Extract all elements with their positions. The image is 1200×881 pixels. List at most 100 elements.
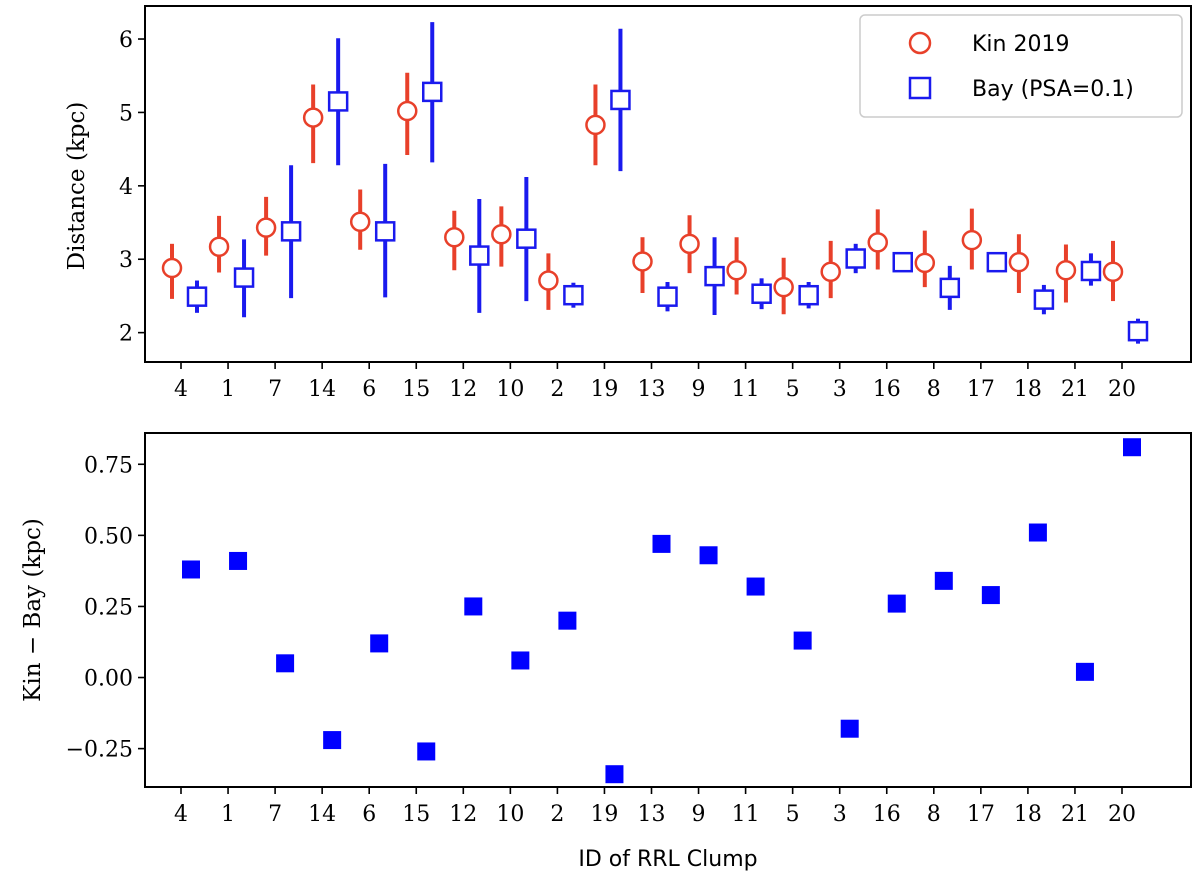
difference-point: [229, 551, 248, 570]
bay-point: [186, 286, 208, 307]
difference-x-tick-label: 16: [873, 802, 901, 827]
difference-point: [793, 631, 812, 650]
difference-x-tick-label: 19: [590, 802, 618, 827]
kin-point: [726, 259, 747, 281]
difference-point: [558, 611, 577, 630]
difference-x-tick-label: 3: [833, 802, 847, 827]
difference-point: [699, 546, 718, 565]
bay-point: [516, 228, 537, 249]
kin-point: [679, 233, 700, 255]
kin-point: [208, 236, 230, 258]
bay-point: [986, 251, 1008, 273]
difference-x-tick-label: 13: [638, 802, 666, 827]
difference-point: [840, 719, 859, 738]
difference-x-tick-label: 9: [692, 802, 706, 827]
difference-point: [464, 597, 483, 616]
kin-point: [585, 114, 606, 136]
distance-x-tick-label: 11: [732, 377, 760, 402]
kin-point: [255, 217, 277, 238]
difference-x-tick-label: 15: [402, 802, 430, 827]
bay-point: [327, 91, 349, 112]
difference-x-tick-label: 10: [496, 802, 524, 827]
difference-point: [605, 765, 624, 784]
difference-point: [746, 577, 765, 596]
distance-x-tick-label: 20: [1108, 377, 1136, 402]
difference-x-tick-label: 4: [174, 802, 188, 827]
difference-x-tick-label: 11: [732, 802, 760, 827]
difference-point: [1028, 523, 1047, 542]
kin-point: [1055, 259, 1077, 281]
distance-y-tick-label: 6: [119, 28, 133, 53]
distance-x-tick-label: 14: [308, 377, 336, 402]
bay-point: [233, 267, 255, 288]
distance-x-tick-label: 6: [362, 377, 376, 402]
distance-y-axis-label: Distance (kpc): [64, 102, 90, 271]
distance-x-tick-label: 16: [873, 377, 901, 402]
difference-point: [981, 586, 1000, 605]
kin-point: [302, 107, 324, 128]
distance-x-tick-label: 8: [927, 377, 941, 402]
difference-point: [652, 534, 671, 553]
distance-x-tick-label: 2: [550, 377, 564, 402]
bay-point: [610, 89, 631, 111]
difference-y-tick-label: 0.25: [84, 595, 133, 620]
bay-point: [469, 245, 490, 266]
difference-axes-frame: [144, 432, 1192, 788]
difference-y-tick-label: 0.75: [84, 453, 133, 478]
kin-point: [867, 232, 888, 253]
difference-x-tick-label: 6: [362, 802, 376, 827]
difference-x-tick-label: 5: [786, 802, 800, 827]
distance-x-tick-label: 17: [967, 377, 995, 402]
bay-point: [798, 284, 819, 306]
distance-x-tick-label: 1: [221, 377, 235, 402]
difference-point: [1075, 662, 1094, 681]
difference-y-axis-label: Kin − Bay (kpc): [20, 518, 46, 702]
distance-y-tick-label: 5: [119, 101, 133, 126]
bay-point: [563, 284, 584, 306]
distance-x-tick-label: 4: [174, 377, 188, 402]
difference-x-tick-label: 21: [1061, 802, 1089, 827]
bay-point: [657, 286, 678, 307]
distance-x-tick-label: 18: [1014, 377, 1042, 402]
bay-point: [892, 251, 913, 273]
kin-point: [161, 257, 183, 279]
bay-point: [751, 283, 772, 304]
bay-point: [704, 265, 725, 287]
bay-point: [939, 277, 961, 299]
difference-point: [887, 594, 906, 613]
difference-x-ticks: 4 1 7 14 6 15 12 10 2 19 13 9 11 5 3 16 8 17 18 21 20: [174, 787, 1136, 827]
kin-point: [491, 224, 512, 245]
distance-x-tick-label: 9: [692, 377, 706, 402]
bay-point: [1080, 260, 1102, 282]
kin-point: [1102, 261, 1124, 282]
difference-x-tick-label: 14: [308, 802, 336, 827]
difference-point: [323, 731, 342, 750]
legend-bay-label: Bay (PSA=0.1): [972, 77, 1134, 102]
kin-point: [538, 270, 559, 291]
distance-x-tick-label: 15: [402, 377, 430, 402]
difference-x-tick-label: 2: [550, 802, 564, 827]
difference-x-tick-label: 20: [1108, 802, 1136, 827]
legend-kin-label: Kin 2019: [972, 32, 1069, 57]
bay-point: [422, 81, 443, 103]
kin-point: [349, 211, 371, 233]
difference-point: [370, 634, 389, 653]
difference-panel: −0.250.000.250.500.75 4 1 7 14 6 15 12 10 2 19 13 9…: [20, 432, 1192, 872]
bay-point: [374, 221, 396, 242]
bay-point: [280, 221, 302, 242]
difference-point: [182, 560, 200, 579]
difference-point: [276, 654, 295, 673]
distance-x-tick-label: 10: [496, 377, 524, 402]
kin-point: [914, 252, 936, 274]
x-axis-label: ID of RRL Clump: [578, 847, 757, 872]
difference-point: [1123, 438, 1141, 457]
distance-x-tick-label: 12: [449, 377, 477, 402]
legend-frame: [859, 14, 1183, 118]
difference-x-tick-label: 7: [268, 802, 282, 827]
kin-point: [773, 276, 794, 298]
legend-kin-marker: [908, 31, 932, 55]
difference-x-tick-label: 18: [1014, 802, 1042, 827]
distance-x-ticks: 4 1 7 14 6 15 12 10 2 19 13 9 11 5 3 16 8 17 18 21 20: [174, 362, 1136, 402]
